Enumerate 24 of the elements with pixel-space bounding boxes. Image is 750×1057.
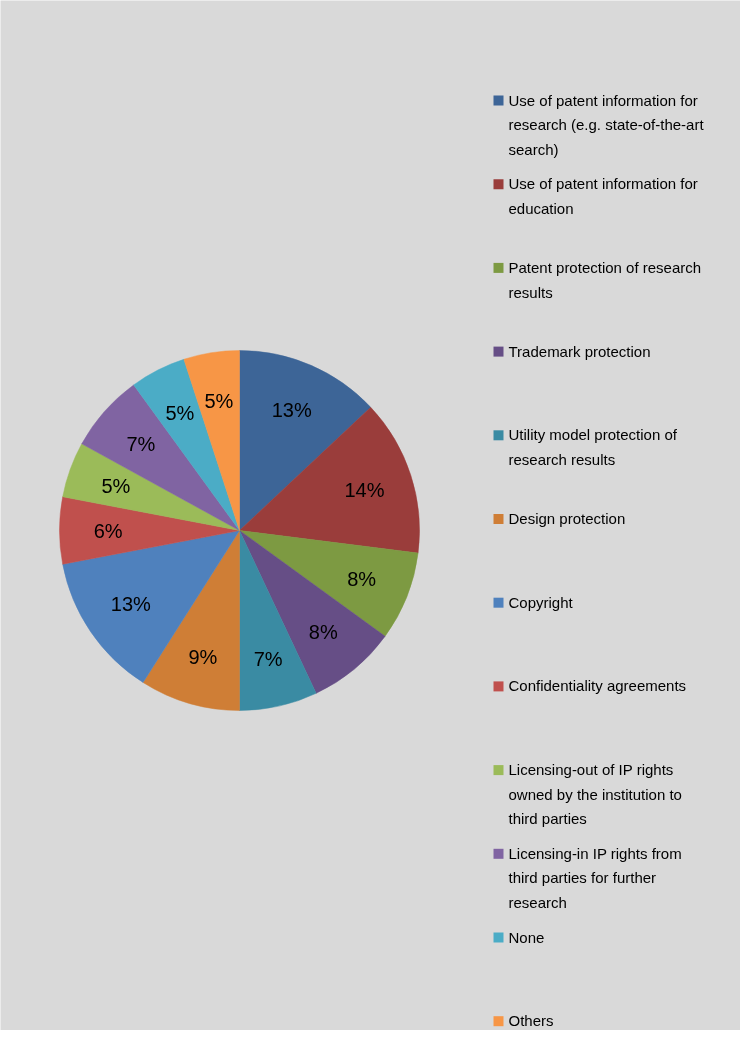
legend-label: Copyright [508,593,574,611]
data-label: 5% [165,402,195,425]
legend-label: Trademark protection [508,342,651,360]
data-label: 6% [93,519,123,542]
legend-label: Design protection [508,510,626,527]
data-label: 5% [204,389,234,412]
legend-label: Licensing-out of IP rights owned by the institution to third parties [508,761,682,828]
legend-label: Confidentiality agreements [508,677,687,695]
data-label: 7% [253,647,283,670]
legend-label: Utility model protection of research results [508,426,678,468]
legend-label: None [508,928,545,946]
data-label: 8% [308,620,338,643]
data-label: 13% [271,398,312,421]
legend-label: Use of patent information for education [508,175,698,217]
legend-label: Use of patent information for research (e.g. state-of-the-art search) [508,91,705,158]
legend-label: Others [508,1012,554,1030]
data-label: 9% [188,645,218,668]
data-label: 13% [110,593,152,616]
legend-label: Patent protection of research results [508,258,702,301]
data-label: 14% [344,478,385,501]
data-label: 8% [347,567,377,590]
legend-label: Licensing-in IP rights from third parties for further research [508,844,682,912]
data-label: 7% [126,432,156,455]
data-label: 5% [101,474,131,497]
